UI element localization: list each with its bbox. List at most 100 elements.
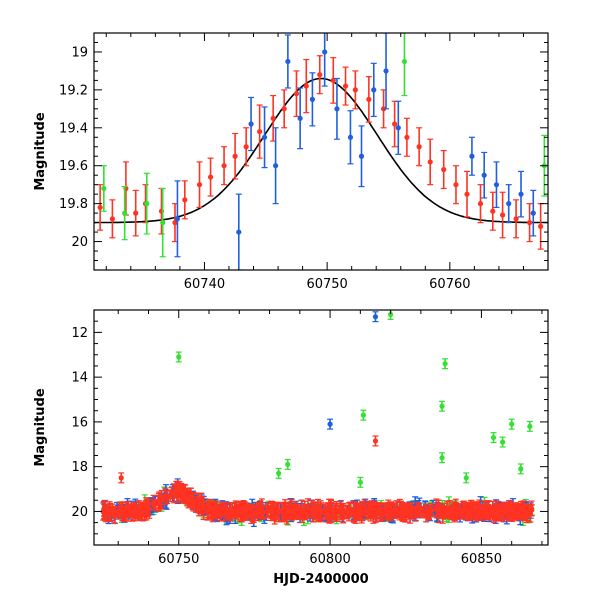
bottom-outlier-7 xyxy=(387,310,394,320)
top-blue-point-4-marker xyxy=(273,163,279,169)
top-blue-point-12 xyxy=(370,62,377,118)
bottom-outlier-4-marker xyxy=(176,354,182,360)
bottom-red-point-417 xyxy=(384,510,391,521)
top-blue-point-15 xyxy=(468,136,475,176)
top-red-point-28 xyxy=(440,149,447,190)
bottom-red-point-427 xyxy=(229,502,236,517)
top-ytick-label-19.2: 19.2 xyxy=(59,83,88,98)
top-model-curve xyxy=(94,77,548,224)
top-blue-point-19-marker xyxy=(518,191,524,197)
top-blue-point-18 xyxy=(505,184,512,224)
top-red-point-10 xyxy=(221,146,228,186)
top-blue-point-10-marker xyxy=(347,134,354,140)
bottom-red-point-405 xyxy=(304,504,311,516)
top-blue-point-4 xyxy=(272,127,279,205)
bottom-outlier-8-marker xyxy=(442,361,448,367)
bottom-red-point-448-marker xyxy=(462,507,468,513)
bottom-red-point-471 xyxy=(207,502,214,513)
bottom-red-point-479 xyxy=(151,500,158,511)
top-green-point-0 xyxy=(100,165,107,212)
bottom-outlier-11 xyxy=(490,432,497,444)
top-plot-area xyxy=(94,33,548,270)
top-red-point-12 xyxy=(243,127,250,167)
bottom-red-point-515-marker xyxy=(239,509,245,516)
top-red-point-26 xyxy=(416,127,423,167)
bottom-red-point-476-marker xyxy=(318,507,324,513)
top-red-point-15 xyxy=(281,89,288,129)
top-blue-point-14 xyxy=(395,100,402,155)
top-green-point-3 xyxy=(159,187,166,258)
top-red-point-20-marker xyxy=(342,83,349,89)
bottom-red-point-452-marker xyxy=(504,508,510,514)
bottom-outlier-5-marker xyxy=(360,412,366,418)
bottom-red-point-486-marker xyxy=(268,509,274,515)
bottom-red-point-430 xyxy=(426,509,433,520)
bottom-red-point-471-marker xyxy=(207,504,214,511)
bottom-red-point-514-marker xyxy=(286,508,292,514)
bottom-red-point-407 xyxy=(189,492,196,511)
top-ytick-label-19.8: 19.8 xyxy=(59,197,88,212)
top-blue-point-16-marker xyxy=(481,172,487,178)
bottom-red-point-506 xyxy=(476,499,483,518)
bottom-red-point-270 xyxy=(528,500,535,517)
bottom-red-point-393-marker xyxy=(156,497,162,503)
bottom-red-point-513-marker xyxy=(365,508,372,514)
top-xtick-label-60760: 60760 xyxy=(429,277,470,292)
bottom-red-point-512-marker xyxy=(449,506,456,512)
top-red-point-14-marker xyxy=(270,115,276,121)
bottom-red-point-498 xyxy=(133,504,140,520)
bottom-red-point-519-marker xyxy=(453,509,459,516)
top-blue-point-16 xyxy=(481,151,488,199)
bottom-red-point-304 xyxy=(167,489,174,503)
top-red-point-32-marker xyxy=(490,208,496,214)
top-green-point-1-marker xyxy=(122,210,128,216)
bottom-red-point-452 xyxy=(503,502,510,520)
bottom-red-point-447-marker xyxy=(310,509,316,516)
top-blue-point-1-marker xyxy=(236,229,242,235)
bottom-red-point-388 xyxy=(314,498,321,519)
top-blue-point-7-marker xyxy=(309,96,316,102)
top-blue-point-13-marker xyxy=(383,68,389,74)
top-red-point-1 xyxy=(109,199,116,239)
bottom-outlier-9 xyxy=(439,400,446,412)
top-blue-point-14-marker xyxy=(395,125,401,131)
top-red-point-35 xyxy=(526,203,533,243)
top-red-point-10-marker xyxy=(221,163,227,169)
bottom-red-point-423 xyxy=(257,500,264,518)
bottom-outlier-3 xyxy=(372,311,379,323)
bottom-red-point-500-marker xyxy=(372,507,378,513)
bottom-red-point-501 xyxy=(249,506,256,519)
top-red-point-27 xyxy=(427,138,434,186)
bottom-panel: 60750 60800 608501214161820MagnitudeHJD-24… xyxy=(33,309,549,587)
bottom-red-point-427-marker xyxy=(229,506,235,513)
top-red-point-34-marker xyxy=(513,216,519,222)
top-blue-point-17 xyxy=(493,161,500,209)
bottom-red-point-497 xyxy=(355,503,362,518)
top-red-point-24-marker xyxy=(392,121,398,127)
top-blue-point-10 xyxy=(347,110,354,165)
top-red-point-21-marker xyxy=(352,87,358,93)
top-red-point-8 xyxy=(196,161,203,209)
top-red-point-29-marker xyxy=(453,182,459,188)
top-green-point-4-marker xyxy=(401,58,408,65)
top-red-point-36 xyxy=(537,203,544,250)
bottom-red-point-416-marker xyxy=(144,505,151,511)
bottom-outlier-1-marker xyxy=(372,438,379,444)
top-ylabel: Magnitude xyxy=(33,112,48,191)
bottom-red-point-497-marker xyxy=(355,507,362,513)
bottom-red-point-512 xyxy=(449,501,456,517)
bottom-outlier-11-marker xyxy=(490,434,497,441)
top-xtick-label-60740: 60740 xyxy=(184,277,225,292)
bottom-red-point-483 xyxy=(111,505,118,516)
bottom-red-point-486 xyxy=(268,505,275,519)
top-red-point-1-marker xyxy=(109,216,116,222)
bottom-red-point-507-marker xyxy=(413,510,419,517)
top-red-point-12-marker xyxy=(243,144,249,150)
bottom-outlier-13 xyxy=(508,418,515,430)
bottom-outlier-7-marker xyxy=(388,311,394,318)
bottom-red-point-502 xyxy=(337,504,344,518)
bottom-outlier-0 xyxy=(118,472,125,484)
top-green-point-2 xyxy=(143,172,150,235)
bottom-red-point-503-marker xyxy=(281,508,287,515)
